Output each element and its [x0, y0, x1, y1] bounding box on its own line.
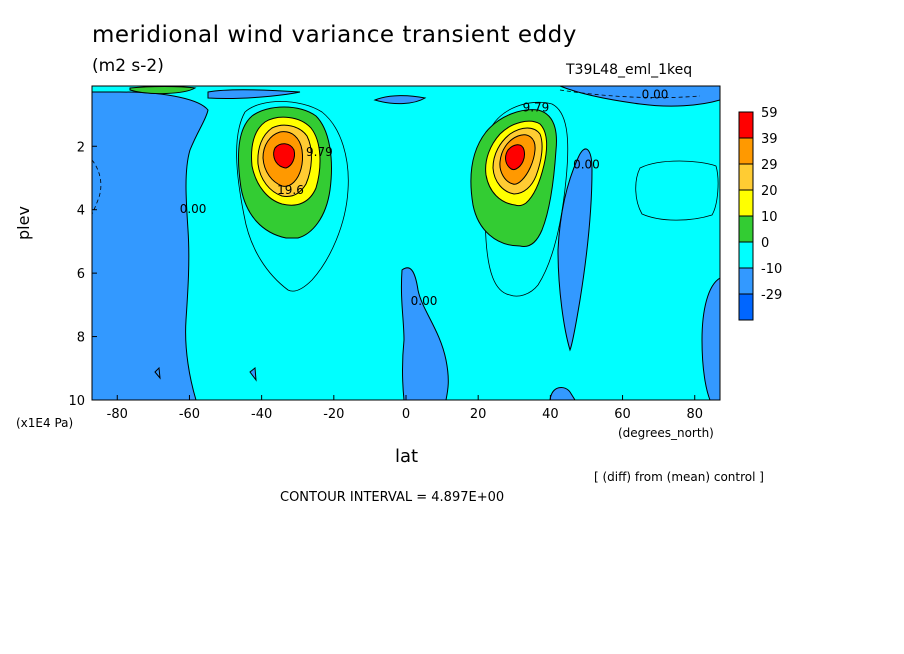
- neg-region-sw: [92, 86, 209, 400]
- colorbar-swatch: [738, 111, 754, 139]
- contour-dashed-w: [92, 159, 102, 215]
- x-tick-label: 0: [402, 407, 410, 422]
- x-tick-label: -20: [323, 407, 344, 422]
- colorbar-swatch: [738, 267, 754, 295]
- neg-region-top-s: [207, 89, 301, 100]
- colorbar-label: 0: [761, 236, 769, 251]
- contour-interval: CONTOUR INTERVAL = 4.897E+00: [280, 490, 505, 505]
- colorbar-swatch: [738, 241, 754, 269]
- chart-units: (m2 s-2): [92, 56, 164, 76]
- contour-label: 0.00: [411, 294, 438, 308]
- chart-title: meridional wind variance transient eddy: [92, 22, 577, 48]
- colorbar-swatch: [738, 215, 754, 243]
- neg-region-top-mid: [373, 95, 427, 105]
- colorbar-swatch: [738, 163, 754, 191]
- colorbar-swatch: [738, 189, 754, 217]
- colorbar-label: -10: [761, 262, 782, 277]
- contour-label: 19.6: [277, 183, 304, 197]
- x-axis: -80 -60 -40 -20 0 20 40 60 80: [107, 395, 703, 422]
- plot-area: [92, 86, 720, 400]
- contour-label: 0.00: [642, 88, 669, 102]
- x-axis-unit: (degrees_north): [618, 426, 714, 440]
- neg-region-mid: [400, 267, 449, 400]
- x-axis-label: lat: [395, 446, 419, 467]
- colorbar-label: 59: [761, 106, 778, 121]
- neg-small-2: [249, 367, 257, 382]
- contour-label: 0.00: [180, 202, 207, 216]
- contour-dashed-top: [559, 89, 701, 98]
- contour-top-sw: [129, 86, 197, 95]
- colorbar-swatch: [738, 293, 754, 321]
- north-level-59: [505, 144, 525, 171]
- y-tick-label: 10: [68, 394, 85, 409]
- south-contour-outer: [236, 101, 349, 292]
- diff-note: [ (diff) from (mean) control ]: [594, 470, 764, 484]
- y-axis: 2 4 6 8 10: [68, 140, 97, 409]
- x-tick-label: 20: [470, 407, 487, 422]
- neg-region-ne-band: [557, 148, 593, 352]
- contour-label: 9.79: [523, 100, 550, 114]
- contour-labels: 9.79 19.6 9.79 0.00 0.00 0.00 0.00: [180, 88, 669, 308]
- x-tick-label: 60: [614, 407, 631, 422]
- contour-label: 0.00: [573, 157, 600, 171]
- x-tick-label: 40: [542, 407, 559, 422]
- y-axis-label: plev: [14, 206, 33, 240]
- north-contour-outer: [483, 101, 569, 297]
- colorbar-label: 10: [761, 210, 778, 225]
- colorbar-label: 39: [761, 132, 778, 147]
- south-level-59: [273, 143, 295, 169]
- colorbar-label: -29: [761, 288, 782, 303]
- colorbar-swatch: [738, 137, 754, 165]
- colorbar: 59 39 29 20 10 0 -10 -29: [738, 106, 782, 321]
- neg-region-se: [549, 387, 576, 400]
- x-tick-label: -80: [107, 407, 128, 422]
- neg-small-1: [154, 366, 161, 380]
- x-tick-label: 80: [686, 407, 703, 422]
- y-tick-label: 4: [77, 204, 85, 219]
- neg-region-e: [701, 277, 720, 400]
- colorbar-label: 20: [761, 184, 778, 199]
- y-tick-label: 6: [77, 267, 85, 282]
- contour-label: 9.79: [306, 145, 333, 159]
- y-tick-label: 2: [77, 140, 85, 155]
- colorbar-label: 29: [761, 158, 778, 173]
- y-axis-unit: (x1E4 Pa): [16, 416, 74, 430]
- run-id: T39L48_eml_1keq: [566, 62, 693, 78]
- contour-ne-thin: [635, 160, 719, 221]
- x-tick-label: -60: [179, 407, 200, 422]
- x-tick-label: -40: [251, 407, 272, 422]
- y-tick-label: 8: [77, 331, 85, 346]
